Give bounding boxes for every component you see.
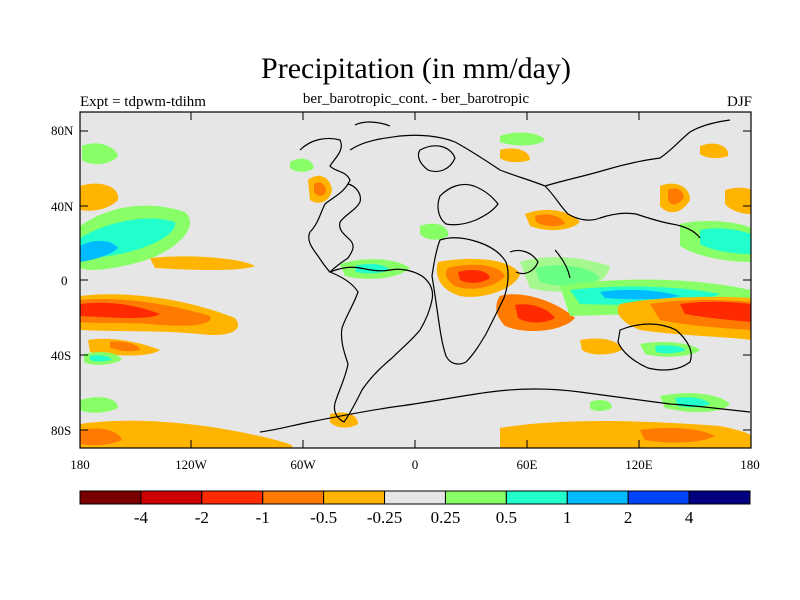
colorbar-swatch bbox=[323, 490, 386, 505]
anomaly-region-positive bbox=[420, 223, 449, 240]
anomaly-region-negative bbox=[680, 301, 751, 322]
colorbar-label: -0.25 bbox=[366, 508, 403, 527]
colorbar-swatch bbox=[566, 490, 629, 505]
anomaly-region-negative bbox=[500, 148, 530, 163]
anomaly-region-negative bbox=[110, 341, 140, 352]
plot-subtitle: ber_barotropic_cont. - ber_barotropic bbox=[302, 91, 530, 107]
anomaly-region-negative bbox=[668, 188, 684, 205]
anomaly-region-positive bbox=[82, 143, 118, 165]
lat-label-80s: 80S bbox=[51, 423, 72, 438]
anomaly-region-positive bbox=[290, 158, 314, 172]
colorbar-swatch bbox=[627, 490, 690, 505]
anomaly-region-negative bbox=[458, 270, 490, 283]
anomaly-region-negative bbox=[580, 338, 622, 355]
colorbar-swatch bbox=[444, 490, 507, 505]
anomaly-region-positive bbox=[80, 397, 118, 413]
anomaly-region-positive bbox=[500, 132, 545, 146]
lat-label-0: 0 bbox=[61, 273, 68, 288]
lat-label-40n: 40N bbox=[51, 199, 74, 214]
lon-label-60w: 60W bbox=[290, 457, 316, 472]
colorbar-label: -1 bbox=[255, 508, 270, 527]
anomaly-region-negative bbox=[150, 256, 255, 270]
anomaly-region-negative bbox=[80, 420, 293, 448]
colorbar-label: 0.5 bbox=[495, 508, 517, 527]
colorbar-label: 2 bbox=[623, 508, 633, 527]
lon-label-0: 0 bbox=[411, 457, 419, 472]
lat-label-80n: 80N bbox=[51, 123, 74, 138]
anomaly-region-negative bbox=[535, 214, 565, 227]
colorbar-label: -0.5 bbox=[310, 508, 338, 527]
colorbar-swatch bbox=[688, 490, 751, 505]
anomaly-region-negative bbox=[80, 428, 122, 446]
colorbar-swatch bbox=[79, 490, 142, 505]
precip-anomaly-fields bbox=[80, 132, 751, 448]
colorbar-label: -2 bbox=[194, 508, 209, 527]
experiment-label: Expt = tdpwm-tdihm bbox=[80, 94, 206, 110]
map-ticks bbox=[80, 112, 751, 448]
anomaly-region-negative bbox=[700, 143, 729, 159]
colorbar bbox=[79, 490, 751, 505]
colorbar-swatch bbox=[505, 490, 568, 505]
colorbar-swatch bbox=[262, 490, 325, 505]
lat-label-40s: 40S bbox=[51, 348, 72, 363]
anomaly-region-positive bbox=[90, 355, 112, 362]
colorbar-label: -4 bbox=[133, 508, 148, 527]
lon-label-60e: 60E bbox=[516, 457, 538, 472]
anomaly-region-negative bbox=[640, 428, 715, 443]
anomaly-region-negative bbox=[515, 304, 555, 323]
colorbar-swatch bbox=[140, 490, 203, 505]
colorbar-label: 4 bbox=[684, 508, 694, 527]
lon-label-120e: 120E bbox=[625, 457, 653, 472]
season-label: DJF bbox=[726, 94, 752, 110]
coastlines bbox=[259, 119, 751, 433]
colorbar-label: 0.25 bbox=[430, 508, 461, 527]
lon-label-120w: 120W bbox=[175, 457, 207, 472]
anomaly-region-positive bbox=[590, 400, 612, 411]
plot-title: Precipitation (in mm/day) bbox=[261, 52, 571, 85]
colorbar-swatch bbox=[201, 490, 264, 505]
anomaly-region-positive bbox=[655, 345, 686, 354]
anomaly-region-positive bbox=[600, 289, 680, 300]
anomaly-region-negative bbox=[80, 302, 160, 318]
lon-label-180e: 180 bbox=[740, 457, 760, 472]
anomaly-region-negative bbox=[80, 183, 119, 211]
lon-label-180w: 180 bbox=[70, 457, 90, 472]
anomaly-region-positive bbox=[700, 228, 751, 254]
anomaly-region-positive bbox=[80, 240, 118, 262]
anomaly-region-negative bbox=[314, 182, 326, 196]
anomaly-region-negative bbox=[725, 187, 751, 214]
colorbar-label: 1 bbox=[563, 508, 572, 527]
colorbar-swatch bbox=[384, 490, 446, 505]
